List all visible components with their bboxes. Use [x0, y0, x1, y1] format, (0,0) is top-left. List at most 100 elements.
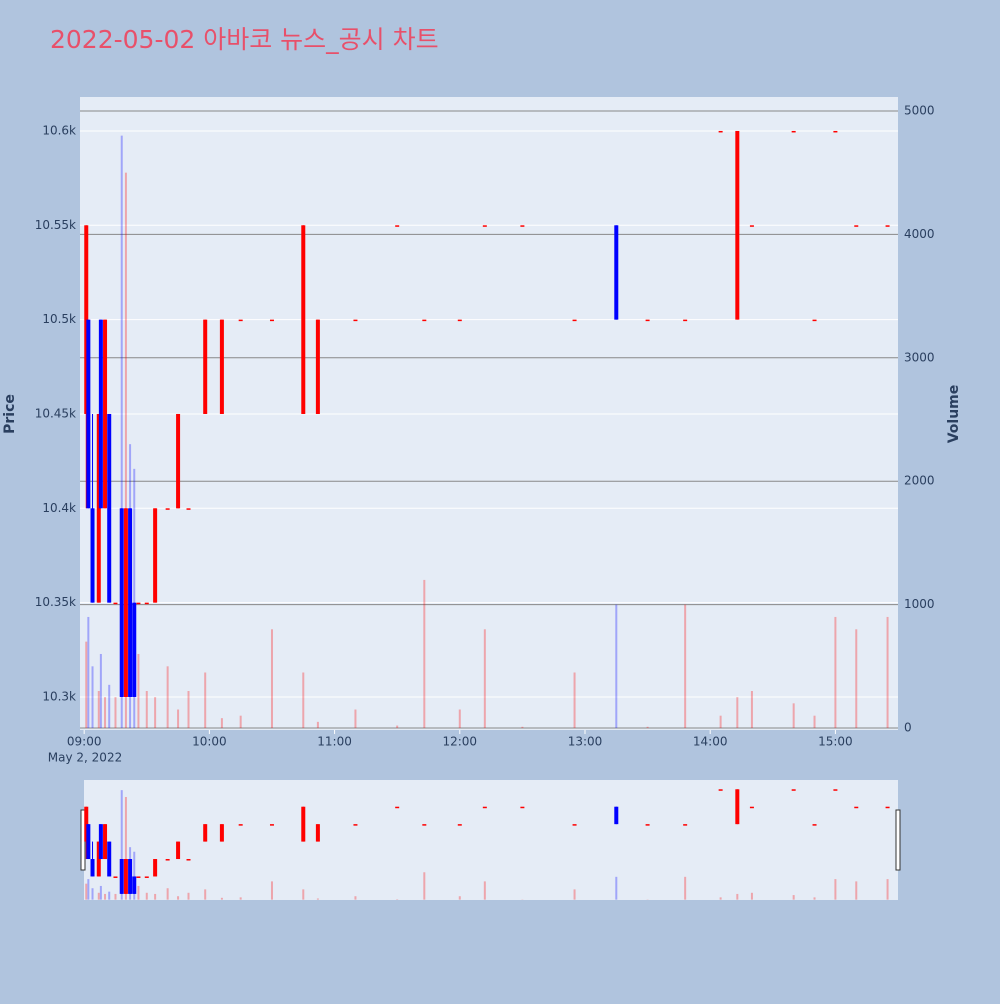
nav-volume-bar	[317, 898, 319, 899]
y2-tick-label: 1000	[904, 597, 935, 611]
candle-body	[120, 508, 124, 697]
y-tick-label: 10.35k	[35, 595, 76, 609]
volume-bar	[484, 629, 486, 728]
volume-bar	[137, 654, 139, 728]
nav-candle-body	[220, 824, 224, 841]
nav-volume-bar	[615, 877, 617, 900]
nav-candle-body	[735, 789, 739, 824]
volume-bar	[855, 629, 857, 728]
volume-bar	[85, 642, 87, 728]
volume-bar	[221, 718, 223, 728]
nav-candle-body	[153, 859, 157, 876]
nav-candle-body	[128, 859, 132, 894]
volume-bar	[521, 727, 523, 728]
nav-volume-bar	[574, 889, 576, 899]
volume-bar	[177, 710, 179, 729]
volume-bar	[154, 697, 156, 728]
nav-volume-bar	[114, 894, 116, 900]
nav-volume-bar	[459, 896, 461, 899]
nav-candle-body	[270, 824, 274, 826]
nav-volume-bar	[814, 897, 816, 899]
candle-body	[422, 320, 426, 322]
slider-handle[interactable]	[896, 810, 900, 870]
nav-candle-body	[854, 807, 858, 809]
candle-body	[683, 320, 687, 322]
volume-bar	[736, 697, 738, 728]
nav-volume-bar	[154, 894, 156, 900]
nav-candle-body	[573, 824, 577, 826]
nav-candle-body	[395, 807, 399, 809]
y-tick-label: 10.5k	[42, 312, 76, 326]
volume-bar	[354, 710, 356, 729]
candle-body	[735, 131, 739, 320]
x-date-label: May 2, 2022	[48, 751, 122, 765]
nav-volume-bar	[736, 894, 738, 900]
volume-bar	[98, 691, 100, 728]
candle-body	[833, 131, 837, 133]
nav-candle-body	[99, 824, 103, 859]
volume-bar	[146, 691, 148, 728]
y2-tick-label: 5000	[904, 103, 935, 117]
nav-volume-bar	[98, 893, 100, 900]
volume-bar	[104, 697, 106, 728]
y2-tick-label: 4000	[904, 227, 935, 241]
nav-volume-bar	[167, 888, 169, 899]
candle-body	[128, 508, 132, 697]
candle-body	[614, 225, 618, 319]
nav-volume-bar	[423, 872, 425, 899]
nav-volume-bar	[793, 895, 795, 900]
candle-body	[113, 603, 117, 605]
nav-candle-body	[353, 824, 357, 826]
candle-body	[458, 320, 462, 322]
nav-candle-body	[886, 807, 890, 809]
y-tick-label: 10.4k	[42, 501, 76, 515]
nav-volume-bar	[204, 889, 206, 899]
nav-volume-bar	[684, 877, 686, 900]
y2-tick-label: 2000	[904, 474, 935, 488]
y-tick-label: 10.45k	[35, 406, 76, 420]
candle-body	[187, 508, 191, 510]
nav-volume-bar	[92, 888, 94, 899]
y-axis-title: Price	[2, 394, 18, 434]
chart-title: 2022-05-02 아바코 뉴스_공시 차트	[50, 25, 439, 54]
nav-candle-body	[103, 824, 107, 859]
volume-bar	[302, 672, 304, 728]
candle-body	[353, 320, 357, 322]
volume-bar	[793, 703, 795, 728]
candle-body	[520, 225, 524, 227]
nav-candle-body	[187, 859, 191, 861]
volume-bar	[720, 716, 722, 728]
y-tick-label: 10.6k	[42, 123, 76, 137]
candle-body	[316, 320, 320, 414]
nav-volume-bar	[108, 892, 110, 900]
nav-candle-body	[719, 789, 723, 791]
nav-candle-body	[91, 859, 95, 876]
candle-body	[99, 320, 103, 509]
candle-body	[813, 320, 817, 322]
volume-bar	[459, 710, 461, 729]
x-tick-label: 10:00	[192, 735, 227, 749]
candle-body	[166, 508, 170, 510]
candle-body	[854, 225, 858, 227]
nav-volume-bar	[354, 896, 356, 899]
nav-candle-body	[203, 824, 207, 841]
nav-candle-body	[107, 842, 111, 877]
volume-bar	[100, 654, 102, 728]
volume-bar	[574, 672, 576, 728]
nav-candle-body	[422, 824, 426, 826]
candle-body	[145, 603, 149, 605]
nav-candle-body	[301, 807, 305, 842]
nav-volume-bar	[85, 884, 87, 900]
nav-candle-body	[483, 807, 487, 809]
x-tick-label: 15:00	[818, 735, 853, 749]
candle-body	[86, 320, 90, 509]
volume-bar	[108, 685, 110, 728]
nav-volume-bar	[137, 886, 139, 900]
volume-bar	[317, 722, 319, 728]
volume-bar	[204, 672, 206, 728]
nav-candle-body	[683, 824, 687, 826]
nav-candle-body	[646, 824, 650, 826]
nav-candle-body	[120, 859, 124, 894]
nav-volume-bar	[240, 897, 242, 899]
